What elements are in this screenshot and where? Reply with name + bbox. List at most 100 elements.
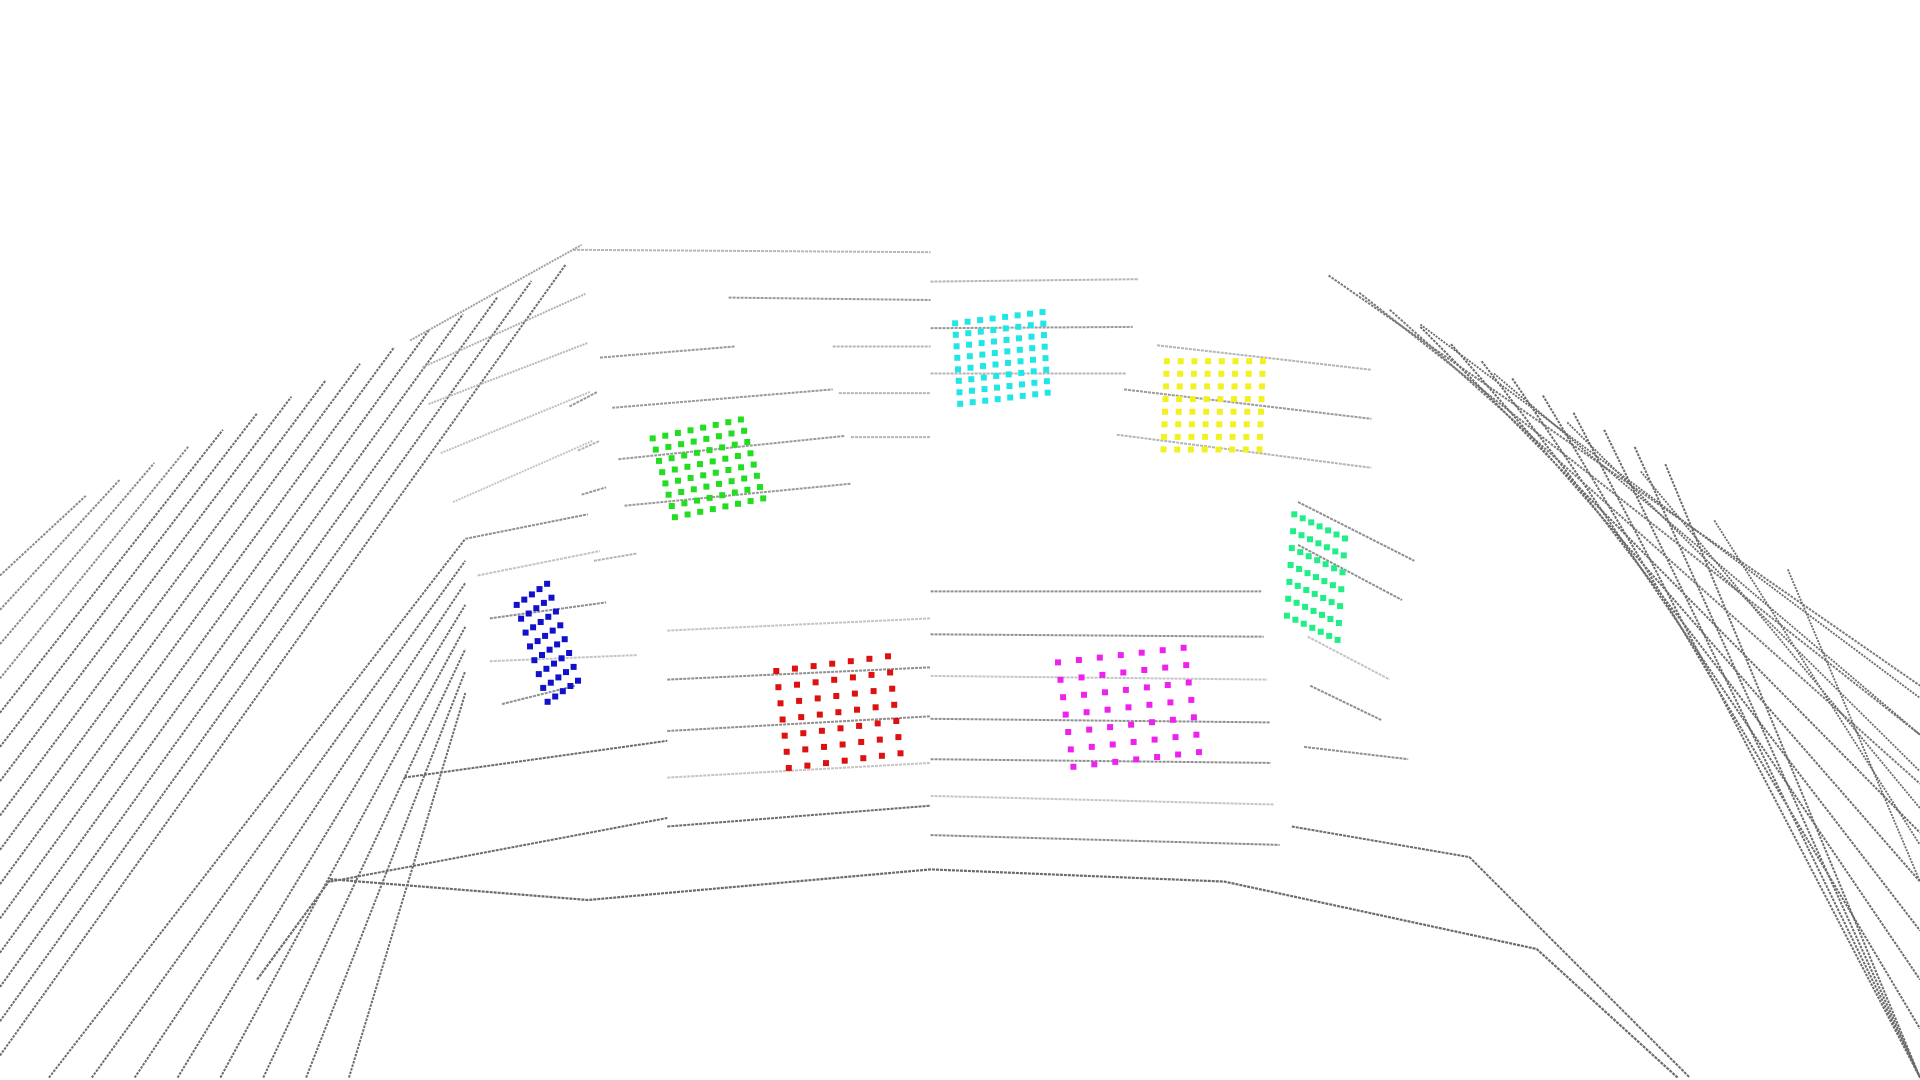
yellow-target-marker — [1231, 383, 1238, 390]
green-target-marker — [687, 475, 694, 481]
red-target-marker — [851, 690, 858, 697]
spring-green-target-marker — [1339, 569, 1346, 576]
scan-line — [1480, 360, 1920, 932]
green-target-marker — [712, 421, 719, 428]
cyan-target-marker — [954, 354, 961, 361]
yellow-target-marker — [1176, 396, 1183, 403]
scan-line — [1419, 323, 1920, 699]
spring-green-target-marker — [1319, 611, 1325, 618]
yellow-target-marker — [1176, 383, 1183, 390]
cyan-target-marker — [1018, 369, 1025, 376]
green-target-marker — [706, 494, 713, 501]
yellow-target-marker — [1230, 408, 1237, 415]
scan-line — [501, 684, 576, 706]
red-target-marker — [866, 655, 873, 662]
blue-target-marker — [539, 652, 545, 658]
spring-green-target-marker — [1292, 616, 1299, 623]
red-target-marker — [849, 674, 856, 681]
green-target-marker — [694, 497, 700, 504]
cyan-target-marker — [1042, 355, 1049, 362]
yellow-target-marker — [1216, 421, 1223, 428]
magenta-target-marker — [1060, 694, 1067, 701]
cyan-target-marker — [977, 328, 984, 335]
red-target-marker — [872, 704, 879, 711]
scan-line — [0, 412, 258, 748]
green-target-marker — [684, 463, 691, 470]
magenta-target-marker — [1107, 724, 1114, 731]
yellow-target-marker — [1259, 383, 1265, 390]
blue-target-marker — [525, 610, 532, 617]
red-target-marker — [878, 752, 885, 759]
blue-target-marker — [545, 613, 552, 620]
cyan-target-marker — [1017, 358, 1024, 365]
green-target-marker — [712, 469, 719, 476]
magenta-target-marker — [1109, 741, 1116, 748]
blue-target-marker — [527, 643, 533, 650]
red-target-marker — [796, 697, 803, 704]
green-target-marker — [728, 478, 735, 485]
spring-green-target-marker — [1303, 587, 1310, 593]
green-target-marker — [659, 469, 666, 476]
green-target-marker — [690, 486, 697, 493]
scan-line — [1640, 470, 1920, 809]
scan-line — [1307, 635, 1391, 681]
spring-green-target-marker — [1291, 511, 1298, 518]
red-target-marker — [874, 720, 881, 727]
magenta-target-marker — [1096, 654, 1103, 661]
scan-line — [0, 445, 190, 680]
green-target-marker — [709, 506, 716, 513]
scan-line — [0, 495, 87, 577]
yellow-target-marker — [1258, 408, 1264, 415]
yellow-target-marker — [1243, 433, 1250, 440]
spring-green-target-marker — [1283, 612, 1290, 619]
scan-line — [930, 278, 1139, 283]
red-target-marker — [816, 711, 823, 718]
yellow-target-marker — [1244, 396, 1251, 403]
scan-line — [667, 617, 931, 632]
spring-green-target-marker — [1333, 531, 1340, 538]
blue-target-marker — [536, 586, 543, 593]
spring-green-target-marker — [1323, 544, 1330, 551]
cyan-target-marker — [981, 386, 988, 393]
cyan-target-marker — [1032, 391, 1039, 398]
yellow-target-marker — [1189, 408, 1196, 415]
spring-green-target-marker — [1327, 616, 1334, 622]
scan-line — [489, 601, 607, 620]
spring-green-target-marker — [1320, 595, 1327, 601]
yellow-target-marker — [1230, 421, 1237, 428]
yellow-target-marker — [1162, 396, 1169, 403]
scan-line — [452, 439, 594, 503]
green-target-marker — [731, 441, 738, 448]
green-target-marker — [697, 461, 703, 468]
blue-target-marker — [542, 632, 549, 639]
cyan-target-marker — [1006, 383, 1013, 389]
yellow-target-marker — [1218, 370, 1225, 377]
green-target-marker — [747, 450, 754, 457]
cyan-target-marker — [1043, 366, 1050, 373]
blue-target — [513, 580, 581, 705]
cyan-target-marker — [964, 318, 971, 325]
spring-green-target-marker — [1315, 540, 1322, 547]
red-target-marker — [856, 722, 863, 729]
spring-green-target-marker — [1310, 607, 1317, 614]
scan-line — [0, 280, 533, 1022]
green-target-marker — [656, 457, 662, 464]
yellow-target-marker — [1232, 358, 1239, 365]
blue-target-marker — [552, 693, 559, 700]
green-target-marker — [735, 500, 741, 507]
magenta-target-marker — [1133, 756, 1140, 763]
blue-target-marker — [535, 671, 542, 678]
yellow-target-marker — [1175, 408, 1182, 415]
green-target-marker — [719, 492, 726, 499]
yellow-target-marker — [1187, 446, 1194, 453]
green-target-marker — [747, 498, 754, 505]
blue-target-marker — [561, 636, 568, 643]
red-target-marker — [831, 676, 838, 683]
yellow-target-marker — [1174, 446, 1181, 453]
scan-line — [0, 379, 327, 817]
scan-line — [0, 346, 396, 885]
green-target-marker — [684, 511, 691, 518]
spring-green-target — [1283, 511, 1348, 643]
cyan-target-marker — [1041, 343, 1048, 350]
spring-green-target-marker — [1296, 566, 1303, 572]
